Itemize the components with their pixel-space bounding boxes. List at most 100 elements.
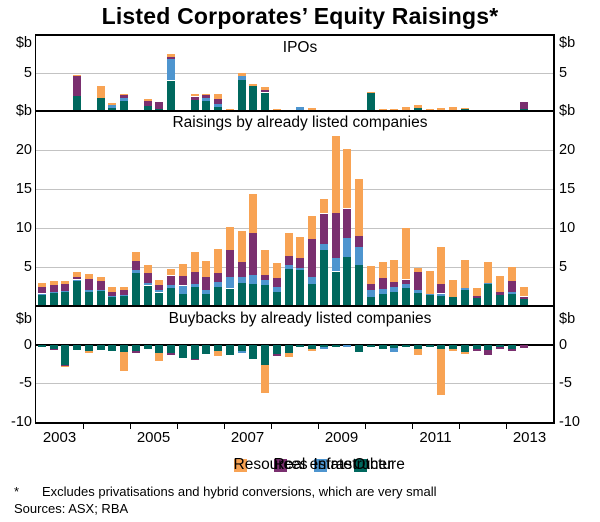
bar-segment-other <box>214 287 223 307</box>
bar-segment-other <box>108 296 117 306</box>
bar-segment-resources <box>366 91 375 93</box>
bar-segment-other <box>413 292 422 306</box>
bar-segment-resources <box>378 108 387 111</box>
bar-segment-real_estate <box>167 275 176 285</box>
bar-segment-other <box>73 95 82 111</box>
bar-segment-real_estate <box>167 57 176 59</box>
y-axis-label: 15 <box>15 181 32 197</box>
bar-segment-real_estate <box>437 284 446 294</box>
bar-segment-resources <box>413 348 422 355</box>
bar-segment-real_estate <box>261 274 270 280</box>
bar-segment-infrastructure <box>108 104 117 109</box>
bar-segment-real_estate <box>143 100 152 107</box>
bar-segment-resources <box>84 274 93 279</box>
bar-segment-other <box>73 344 82 350</box>
bar-segment-other <box>272 344 281 354</box>
bar-segment-resources <box>425 270 434 294</box>
bar-segment-resources <box>120 93 129 95</box>
bar-segment-real_estate <box>343 208 352 238</box>
bar-segment-resources <box>272 108 281 111</box>
bar-segment-real_estate <box>519 344 528 348</box>
bar-segment-real_estate <box>73 276 82 280</box>
bar-segment-other <box>484 283 493 307</box>
bar-segment-other <box>413 344 422 349</box>
bar-segment-other <box>390 344 399 348</box>
bar-segment-other <box>425 294 434 307</box>
x-axis-year-label: 2011 <box>419 429 452 446</box>
y-axis-label: 0 <box>23 336 32 353</box>
bar-segment-resources <box>437 246 446 284</box>
bar-segment-resources <box>237 231 246 263</box>
bar-segment-other <box>378 294 387 307</box>
bar-segment-real_estate <box>202 95 211 98</box>
legend-label-infrastructure: Infrastructure <box>313 456 405 473</box>
y-axis-label: 5 <box>23 259 32 275</box>
bar-segment-infrastructure <box>120 98 129 102</box>
bar-segment-real_estate <box>402 279 411 284</box>
panel-title-ipos: IPOs <box>282 39 318 56</box>
bar-segment-resources <box>425 108 434 111</box>
bar-segment-infrastructure <box>437 293 446 296</box>
bar-segment-resources <box>225 108 234 110</box>
bar-segment-other <box>484 344 493 350</box>
bar-segment-real_estate <box>155 101 164 109</box>
bar-segment-other <box>131 273 140 307</box>
bar-segment-resources <box>96 277 105 282</box>
bar-segment-other <box>37 294 46 307</box>
y-axis-label: $b <box>15 35 32 51</box>
bar-segment-other <box>249 344 258 359</box>
bar-segment-resources <box>272 263 281 279</box>
bar-segment-resources <box>319 199 328 214</box>
bar-segment-real_estate <box>472 348 481 351</box>
bar-segment-other <box>143 344 152 349</box>
bar-segment-resources <box>378 261 387 278</box>
y-axis-label: -10 <box>11 414 32 430</box>
bar-segment-resources <box>284 353 293 358</box>
footnote-marker: * <box>14 484 20 499</box>
bar-segment-resources <box>519 287 528 297</box>
bar-segment-other <box>460 344 469 352</box>
bar-segment-resources <box>214 93 223 99</box>
bar-segment-real_estate <box>284 255 293 265</box>
bar-segment-resources <box>143 265 152 274</box>
bar-segment-other <box>143 285 152 306</box>
bar-segment-other <box>237 344 246 351</box>
bar-segment-other <box>190 287 199 307</box>
bar-segment-infrastructure <box>425 293 434 295</box>
bar-segment-other <box>202 344 211 354</box>
bar-segment-infrastructure <box>343 237 352 258</box>
bar-segment-other <box>343 256 352 306</box>
bar-segment-other <box>496 295 505 307</box>
bar-segment-other <box>355 264 364 306</box>
bar-segment-other <box>225 288 234 306</box>
bar-segment-infrastructure <box>167 284 176 289</box>
bar-segment-real_estate <box>190 271 199 284</box>
bar-segment-infrastructure <box>261 279 270 285</box>
bar-segment-real_estate <box>237 262 246 278</box>
bar-segment-resources <box>261 86 270 90</box>
bar-segment-other <box>507 294 516 307</box>
bar-segment-infrastructure <box>237 277 246 284</box>
x-axis-tick <box>224 424 225 429</box>
bar-segment-other <box>390 292 399 307</box>
legend-swatch-other <box>353 458 367 472</box>
bar-segment-other <box>366 344 375 347</box>
x-axis-tick <box>365 424 366 429</box>
bar-segment-infrastructure <box>202 97 211 101</box>
bar-segment-infrastructure <box>378 288 387 294</box>
bar-segment-other <box>214 344 223 351</box>
y-axis-label: -5 <box>19 375 32 392</box>
bar-segment-resources <box>496 276 505 293</box>
bar-segment-infrastructure <box>84 289 93 292</box>
bar-segment-real_estate <box>167 353 176 356</box>
bar-segment-resources <box>202 94 211 96</box>
bar-segment-real_estate <box>120 290 129 296</box>
bar-segment-resources <box>120 352 129 372</box>
bar-segment-other <box>331 344 340 347</box>
bar-segment-other <box>519 299 528 306</box>
x-axis-year-label: 2013 <box>512 429 547 446</box>
bar-segment-infrastructure <box>249 274 258 284</box>
bar-segment-infrastructure <box>308 277 317 285</box>
x-axis-tick <box>506 424 507 429</box>
